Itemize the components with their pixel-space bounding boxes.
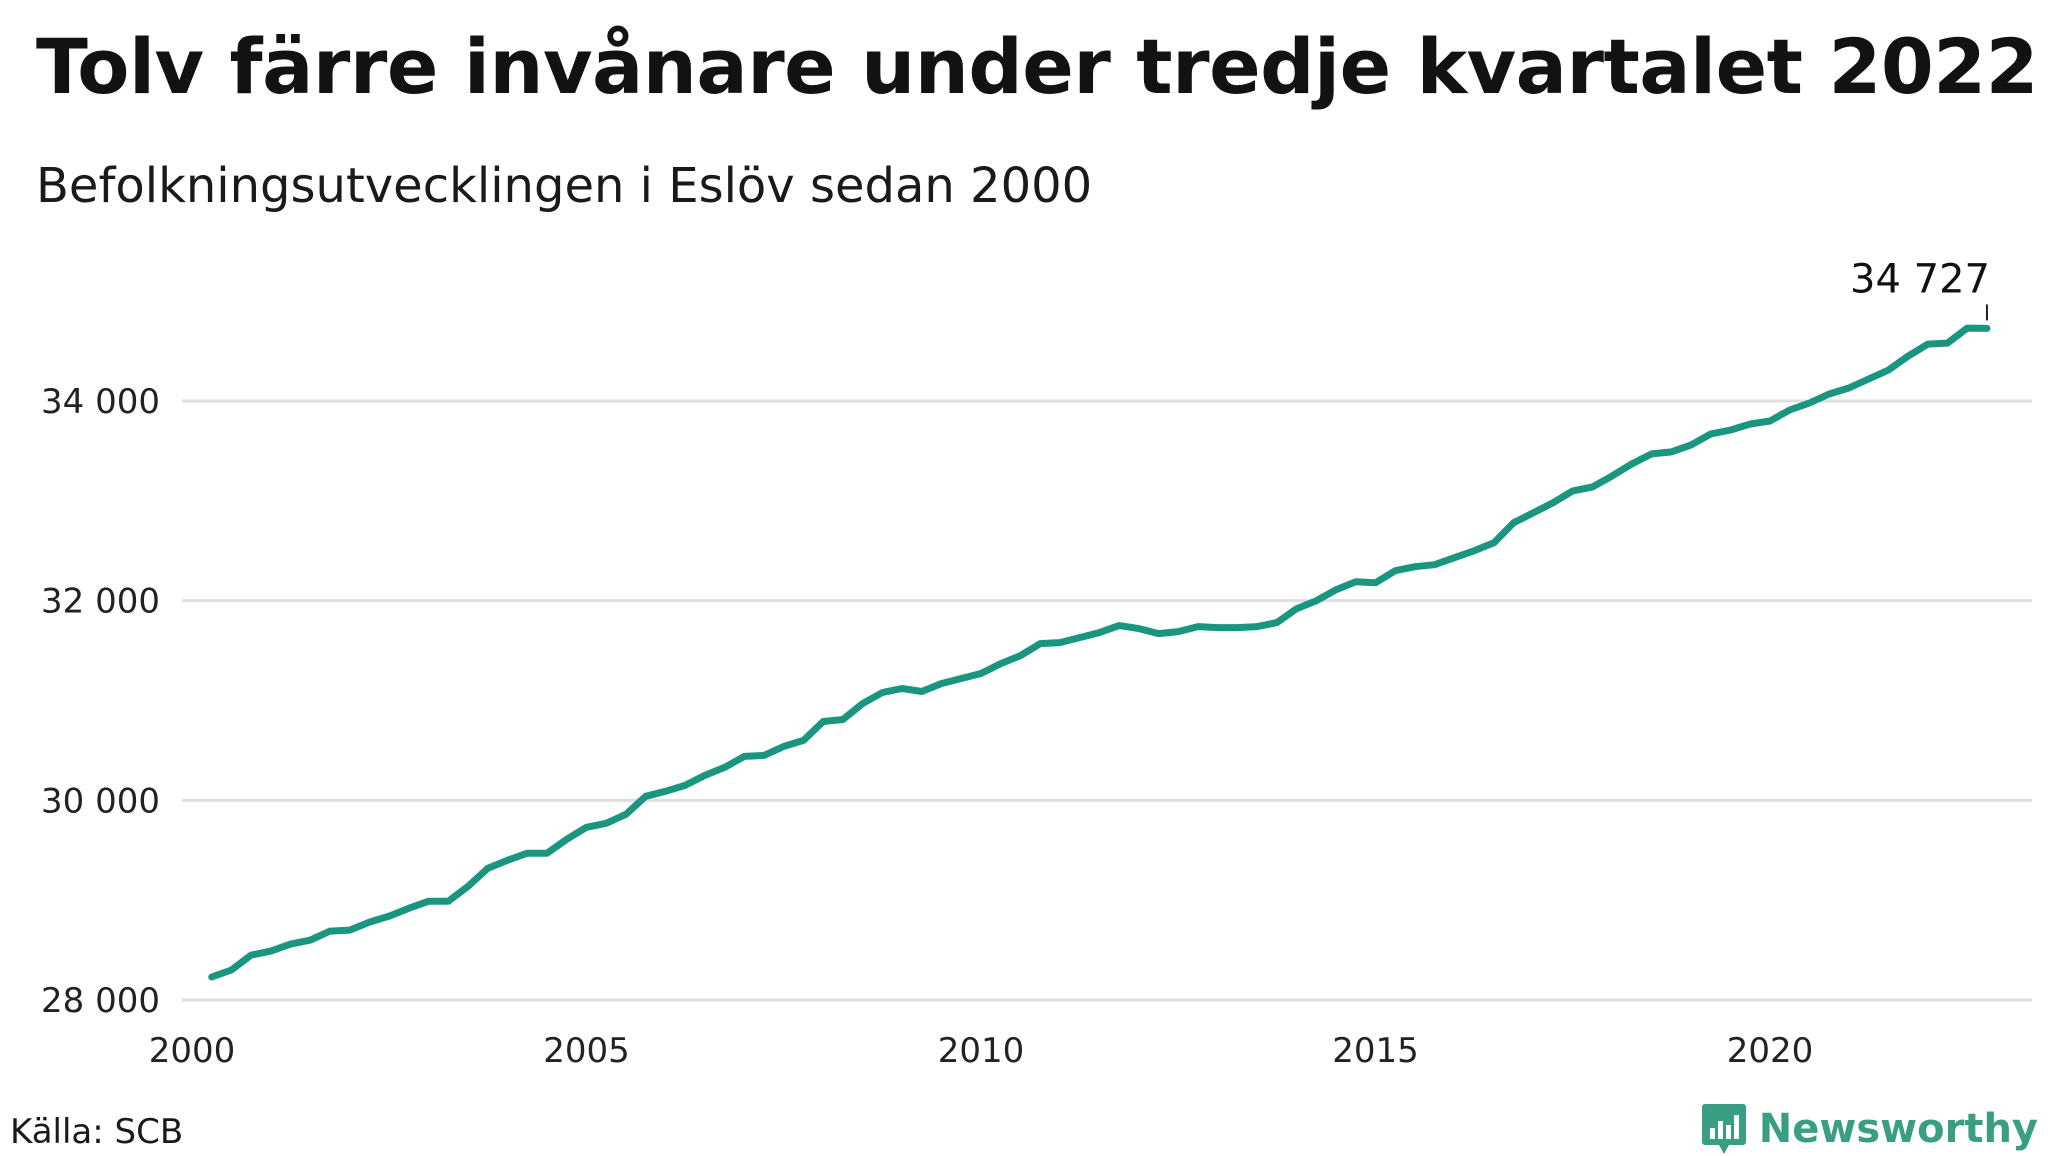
source-note: Källa: SCB (10, 1112, 184, 1152)
x-tick-label: 2000 (149, 1031, 236, 1071)
last-value-annotation: 34 727 (1850, 256, 1990, 321)
chart-subtitle: Befolkningsutvecklingen i Eslöv sedan 20… (36, 158, 1093, 214)
x-tick-label: 2005 (543, 1031, 630, 1071)
y-axis-ticks: 28 000 30 000 32 000 34 000 (41, 382, 160, 1021)
y-tick-label: 34 000 (41, 382, 160, 422)
y-tick-label: 30 000 (41, 781, 160, 821)
grid-lines (182, 399, 2032, 1002)
series-line (208, 324, 1991, 981)
last-value-label: 34 727 (1850, 256, 1990, 302)
x-tick-label: 2020 (1727, 1031, 1814, 1071)
x-axis-ticks: 2000 2005 2010 2015 2020 (149, 1031, 1814, 1071)
y-tick-label: 32 000 (41, 582, 160, 622)
series-group (208, 324, 1991, 981)
brand-logo: Newsworthy (1701, 1102, 2038, 1156)
y-tick-label: 28 000 (41, 981, 160, 1021)
x-tick-label: 2010 (938, 1031, 1025, 1071)
brand-name: Newsworthy (1758, 1106, 2038, 1152)
x-tick-label: 2015 (1332, 1031, 1419, 1071)
chart-title: Tolv färre invånare under tredje kvartal… (36, 22, 2038, 111)
bar-chart-icon (1701, 1104, 1746, 1154)
